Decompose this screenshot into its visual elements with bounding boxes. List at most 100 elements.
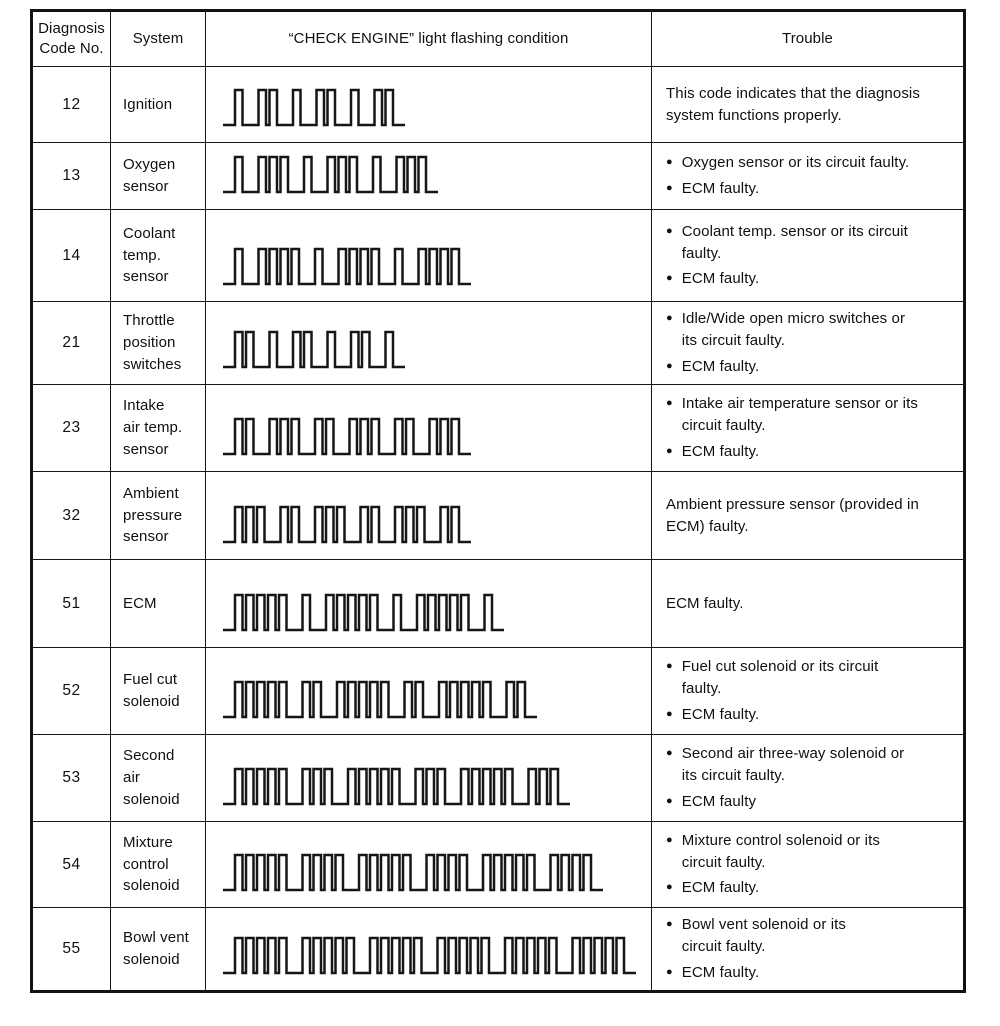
trouble-item: Ambient pressure sensor (provided in ECM…	[666, 494, 953, 538]
diagnosis-code-cell: 14	[33, 210, 111, 302]
trouble-text: Idle/Wide open micro switches or its cir…	[681, 310, 906, 350]
bullet-icon: ●	[666, 965, 673, 978]
flash-pattern-cell	[206, 385, 652, 472]
trouble-cell: This code indicates that the diagnosis s…	[652, 67, 963, 143]
trouble-text: ECM faulty.	[681, 879, 760, 897]
trouble-text: This code indicates that the diagnosis s…	[666, 84, 920, 124]
bullet-icon: ●	[666, 224, 673, 237]
trouble-text: ECM faulty.	[666, 594, 744, 612]
header-cell-system: System	[111, 12, 206, 67]
trouble-cell: ● Intake air temperature sensor or its ci…	[652, 385, 963, 472]
bullet-icon: ●	[666, 660, 673, 673]
flash-pattern-cell	[206, 472, 652, 560]
trouble-text: Second air three-way solenoid or its cir…	[681, 745, 905, 785]
trouble-item: ● ECM faulty.	[666, 178, 953, 200]
system-cell: Second air solenoid	[111, 735, 206, 822]
bullet-icon: ●	[666, 444, 673, 457]
check-engine-flash-waveform	[223, 155, 438, 194]
flash-pattern-cell	[206, 908, 652, 990]
diagnosis-code-cell: 32	[33, 472, 111, 560]
system-cell: ECM	[111, 560, 206, 648]
bullet-icon: ●	[666, 312, 673, 325]
diagnosis-code-cell: 13	[33, 143, 111, 210]
header-cell-diagnosis-code: Diagnosis Code No.	[33, 12, 111, 67]
system-cell: Ignition	[111, 67, 206, 143]
system-cell: Coolant temp. sensor	[111, 210, 206, 302]
bullet-icon: ●	[666, 272, 673, 285]
trouble-text: ECM faulty.	[681, 705, 760, 723]
flash-pattern-cell	[206, 143, 652, 210]
check-engine-flash-waveform	[223, 417, 471, 456]
system-cell: Oxygen sensor	[111, 143, 206, 210]
diagnosis-code-cell: 12	[33, 67, 111, 143]
trouble-cell: ● Oxygen sensor or its circuit faulty. ● EC…	[652, 143, 963, 210]
check-engine-flash-waveform	[223, 593, 504, 632]
bullet-icon: ●	[666, 794, 673, 807]
bullet-icon: ●	[666, 182, 673, 194]
trouble-text: ECM faulty.	[681, 963, 760, 981]
trouble-text: ECM faulty.	[681, 270, 760, 288]
trouble-cell: ● Mixture control solenoid or its circuit…	[652, 822, 963, 908]
trouble-item: ● Mixture control solenoid or its circuit…	[666, 830, 953, 874]
flash-pattern-cell	[206, 67, 652, 143]
system-cell: Ambient pressure sensor	[111, 472, 206, 560]
bullet-icon: ●	[666, 397, 673, 410]
trouble-cell: ECM faulty.	[652, 560, 963, 648]
trouble-item: ● ECM faulty	[666, 791, 953, 813]
system-cell: Throttle position switches	[111, 302, 206, 385]
bullet-icon: ●	[666, 359, 673, 372]
diagnosis-code-cell: 55	[33, 908, 111, 990]
trouble-cell: ● Bowl vent solenoid or its circuit fault…	[652, 908, 963, 990]
system-cell: Bowl vent solenoid	[111, 908, 206, 990]
trouble-text: Intake air temperature sensor or its cir…	[681, 395, 918, 435]
trouble-cell: ● Fuel cut solenoid or its circuit faulty…	[652, 648, 963, 735]
header-cell-flashing-condition: “CHECK ENGINE” light flashing condition	[206, 12, 652, 67]
diagnosis-code-cell: 51	[33, 560, 111, 648]
trouble-text: Coolant temp. sensor or its circuit faul…	[681, 222, 908, 262]
trouble-text: Oxygen sensor or its circuit faulty.	[681, 154, 910, 172]
trouble-text: Bowl vent solenoid or its circuit faulty…	[681, 916, 846, 956]
diagnosis-code-cell: 21	[33, 302, 111, 385]
trouble-cell: Ambient pressure sensor (provided in ECM…	[652, 472, 963, 560]
trouble-item: ● ECM faulty.	[666, 704, 953, 726]
diagnosis-code-cell: 23	[33, 385, 111, 472]
check-engine-flash-waveform	[223, 330, 405, 369]
trouble-item: ● ECM faulty.	[666, 877, 953, 899]
trouble-text: Mixture control solenoid or its circuit …	[681, 831, 880, 871]
flash-pattern-cell	[206, 735, 652, 822]
trouble-item: ● ECM faulty.	[666, 962, 953, 984]
system-cell: Fuel cut solenoid	[111, 648, 206, 735]
trouble-item: ● Idle/Wide open micro switches or its ci…	[666, 308, 953, 352]
trouble-text: Ambient pressure sensor (provided in ECM…	[666, 495, 919, 535]
trouble-item: ● Oxygen sensor or its circuit faulty.	[666, 152, 953, 174]
system-cell: Mixture control solenoid	[111, 822, 206, 908]
trouble-item: ● Bowl vent solenoid or its circuit fault…	[666, 914, 953, 958]
trouble-item: ● Second air three-way solenoid or its ci…	[666, 743, 953, 787]
trouble-cell: ● Coolant temp. sensor or its circuit fau…	[652, 210, 963, 302]
system-cell: Intake air temp. sensor	[111, 385, 206, 472]
diagnosis-code-cell: 54	[33, 822, 111, 908]
trouble-text: ECM faulty.	[681, 357, 760, 375]
trouble-cell: ● Second air three-way solenoid or its ci…	[652, 735, 963, 822]
check-engine-flash-waveform	[223, 680, 537, 719]
flash-pattern-cell	[206, 648, 652, 735]
check-engine-flash-waveform	[223, 247, 471, 286]
flash-pattern-cell	[206, 822, 652, 908]
bullet-icon: ●	[666, 747, 673, 760]
check-engine-flash-waveform	[223, 936, 636, 975]
diagnosis-code-cell: 53	[33, 735, 111, 822]
check-engine-flash-waveform	[223, 505, 471, 544]
flash-pattern-cell	[206, 302, 652, 385]
trouble-text: ECM faulty	[681, 792, 757, 810]
check-engine-flash-waveform	[223, 767, 570, 806]
trouble-text: Fuel cut solenoid or its circuit faulty.	[681, 658, 879, 698]
trouble-item: ECM faulty.	[666, 593, 953, 615]
trouble-item: This code indicates that the diagnosis s…	[666, 83, 953, 127]
flash-pattern-cell	[206, 560, 652, 648]
trouble-item: ● Intake air temperature sensor or its ci…	[666, 393, 953, 437]
check-engine-flash-waveform	[223, 88, 405, 127]
trouble-item: ● ECM faulty.	[666, 441, 953, 463]
bullet-icon: ●	[666, 918, 673, 931]
trouble-item: ● ECM faulty.	[666, 356, 953, 378]
